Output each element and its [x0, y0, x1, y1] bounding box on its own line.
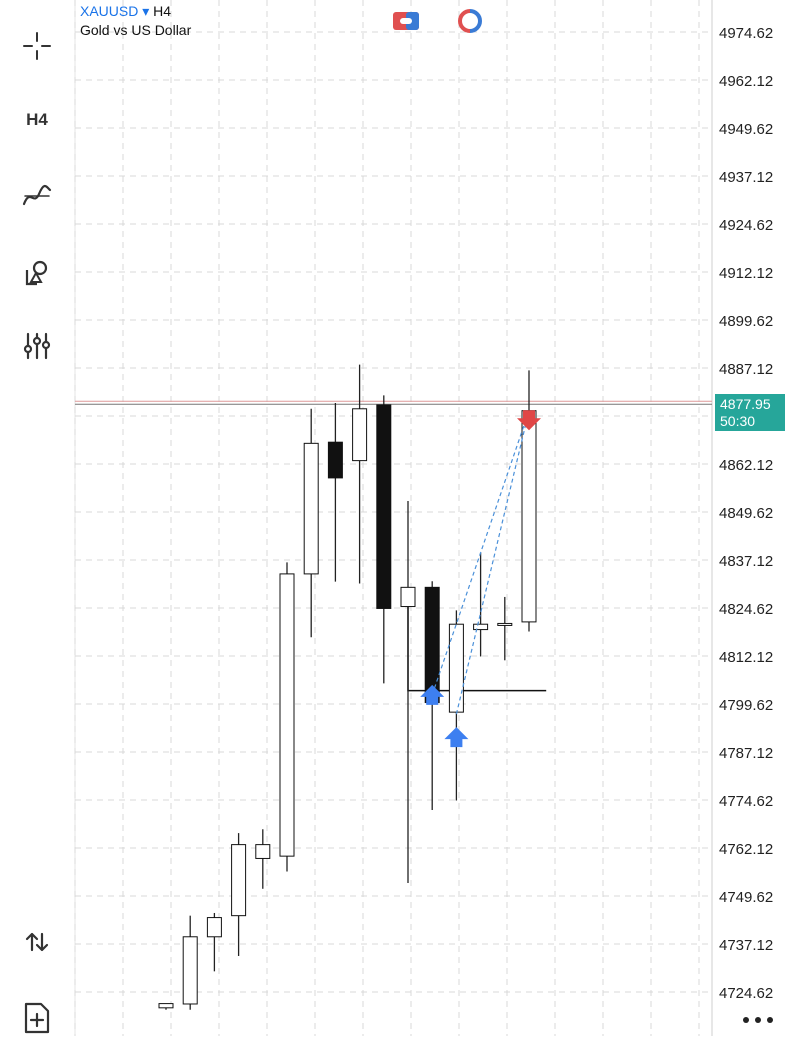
symbol-name[interactable]: XAUUSD	[80, 3, 139, 19]
timeframe-button[interactable]: H4	[13, 96, 61, 144]
price-tick-label: 4837.12	[719, 553, 773, 570]
symbol-description: Gold vs US Dollar	[80, 22, 192, 38]
objects-icon	[25, 260, 48, 286]
signal-quality-icon[interactable]	[456, 9, 484, 33]
crosshair-icon	[23, 32, 51, 60]
candle-body	[521, 410, 537, 623]
price-tick-label: 4962.12	[719, 73, 773, 90]
candle-body	[182, 936, 198, 1005]
trade-connector-line	[431, 410, 530, 696]
one-click-trading-icon[interactable]	[392, 9, 420, 33]
new-document-icon	[24, 1002, 50, 1034]
indicators-icon	[22, 184, 52, 206]
candle-body	[206, 917, 222, 938]
symbol-selector[interactable]: XAUUSD ▾ H4	[80, 3, 171, 20]
price-tick-label: 4937.12	[719, 169, 773, 186]
price-tick-label: 4849.62	[719, 505, 773, 522]
candle-body	[158, 1003, 174, 1009]
sort-arrows-icon	[25, 932, 49, 952]
candle-body	[473, 623, 489, 631]
price-tick-label: 4724.62	[719, 985, 773, 1002]
left-toolbar: H4	[0, 0, 74, 1036]
price-tick-label: 4762.12	[719, 841, 773, 858]
price-tick-label: 4799.62	[719, 697, 773, 714]
candle-body	[279, 573, 295, 857]
crosshair-button[interactable]	[13, 22, 61, 70]
candle-body	[448, 623, 464, 713]
bar-countdown: 50:30	[720, 413, 756, 429]
price-tick-label: 4774.62	[719, 793, 773, 810]
candle-body	[376, 404, 392, 609]
objects-button[interactable]	[13, 248, 61, 296]
price-tick-label: 4924.62	[719, 217, 773, 234]
settings-button[interactable]	[13, 322, 61, 370]
sell-arrow-icon[interactable]	[517, 410, 541, 431]
candle-body	[400, 586, 416, 608]
price-tick-label: 4812.12	[719, 649, 773, 666]
candle-body	[303, 442, 319, 575]
price-tick-label: 4824.62	[719, 601, 773, 618]
candle-body	[231, 844, 247, 917]
settings-sliders-icon	[23, 332, 51, 360]
new-order-button[interactable]	[13, 994, 61, 1042]
candle-body	[497, 622, 513, 626]
price-tick-label: 4912.12	[719, 265, 773, 282]
timeframe-label: H4	[26, 110, 48, 129]
buy-arrow-icon[interactable]	[420, 684, 445, 705]
timeframe-text: H4	[153, 3, 172, 19]
price-tick-label: 4974.62	[719, 25, 773, 42]
price-tick-label: 4899.62	[719, 313, 773, 330]
trade-connector-line	[455, 410, 530, 715]
current-price-tag: 4877.95 50:30	[715, 394, 785, 431]
candle-body	[327, 441, 343, 479]
current-price: 4877.95	[720, 396, 771, 412]
more-options-icon[interactable]	[740, 1010, 780, 1030]
price-tick-label: 4737.12	[719, 937, 773, 954]
price-tick-label: 4862.12	[719, 457, 773, 474]
price-tick-label: 4787.12	[719, 745, 773, 762]
buy-arrow-icon[interactable]	[444, 727, 469, 748]
price-tick-label: 4887.12	[719, 361, 773, 378]
sort-button[interactable]	[13, 918, 61, 966]
indicators-button[interactable]	[13, 172, 61, 220]
chevron-down-icon[interactable]: ▾	[142, 3, 150, 19]
candle-body	[255, 844, 271, 859]
candle-body	[352, 408, 368, 462]
price-tick-label: 4949.62	[719, 121, 773, 138]
price-tick-label: 4749.62	[719, 889, 773, 906]
